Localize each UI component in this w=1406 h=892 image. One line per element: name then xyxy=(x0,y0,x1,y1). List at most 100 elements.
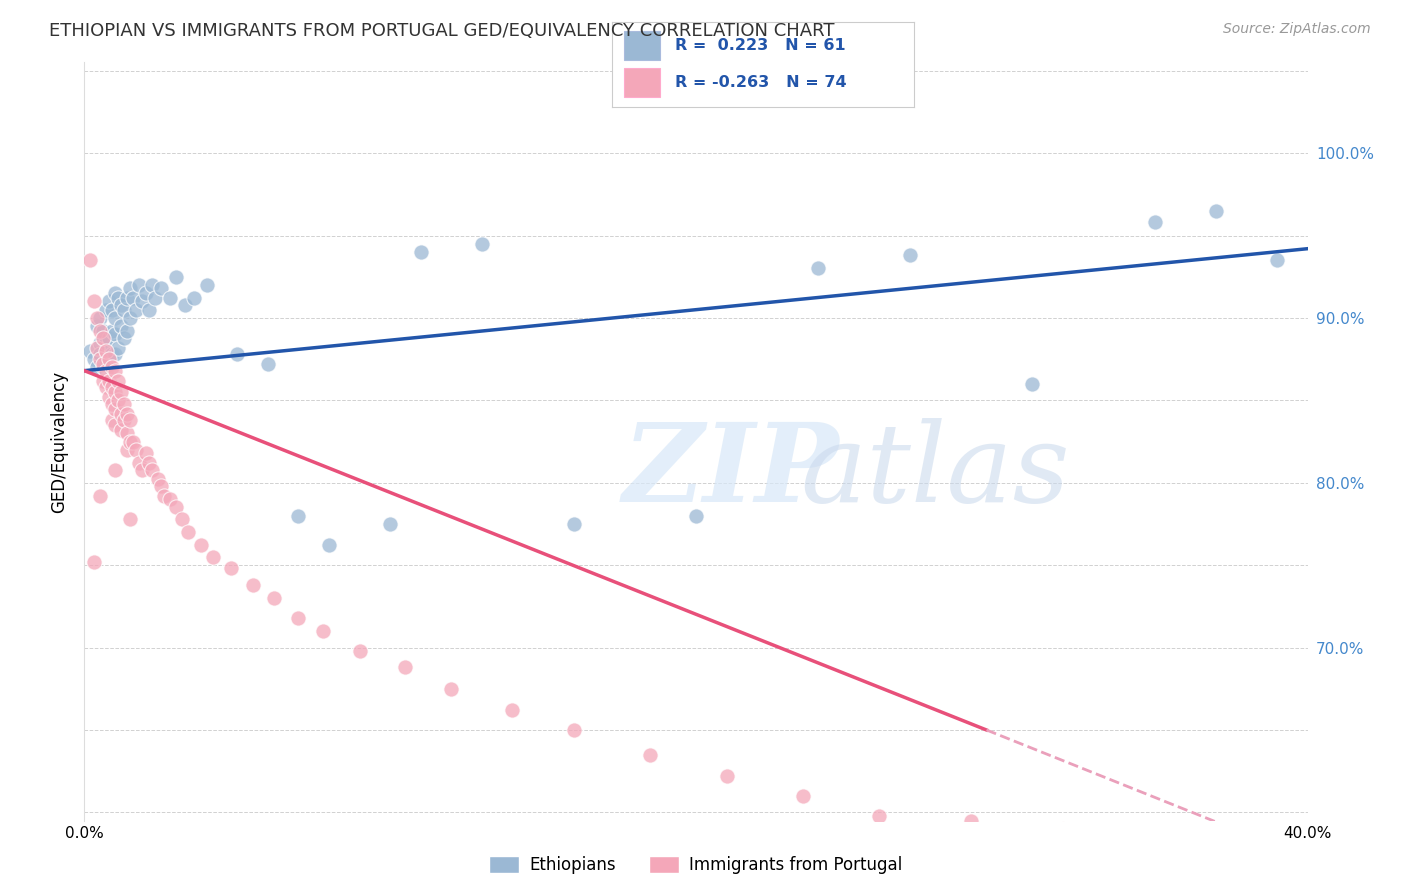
Point xyxy=(97,331,120,345)
Point xyxy=(89,324,111,338)
Point xyxy=(159,291,181,305)
Point xyxy=(165,500,187,515)
Point xyxy=(143,291,166,305)
Point xyxy=(174,298,197,312)
Point xyxy=(287,508,309,523)
Point xyxy=(122,291,145,305)
Point xyxy=(716,769,738,783)
Point xyxy=(112,302,135,317)
Point xyxy=(135,446,157,460)
Point xyxy=(141,462,163,476)
Point xyxy=(79,253,101,268)
Point xyxy=(146,472,169,486)
Point xyxy=(115,324,138,338)
Text: ZIP: ZIP xyxy=(623,418,839,525)
Point xyxy=(120,512,142,526)
Point xyxy=(287,611,309,625)
Point xyxy=(94,352,117,367)
Point xyxy=(138,302,160,317)
Point xyxy=(104,418,127,433)
Point xyxy=(112,396,135,410)
Point xyxy=(101,413,124,427)
FancyBboxPatch shape xyxy=(624,68,659,97)
Point xyxy=(807,261,830,276)
Point xyxy=(125,302,148,317)
Point xyxy=(83,294,105,309)
Point xyxy=(149,479,172,493)
Point xyxy=(120,310,142,325)
Point xyxy=(792,789,814,803)
Point xyxy=(104,286,127,301)
Point xyxy=(128,277,150,292)
Point xyxy=(394,660,416,674)
Point xyxy=(101,360,124,375)
Point xyxy=(502,703,524,717)
Point xyxy=(115,426,138,441)
Point xyxy=(94,364,117,378)
Point xyxy=(159,492,181,507)
Point xyxy=(91,324,114,338)
Point xyxy=(318,538,340,552)
Point xyxy=(94,380,117,394)
Point xyxy=(128,456,150,470)
Point xyxy=(101,347,124,361)
Point xyxy=(97,357,120,371)
Point xyxy=(91,360,114,375)
Point xyxy=(86,319,108,334)
Point xyxy=(104,327,127,342)
Point xyxy=(86,341,108,355)
Point xyxy=(104,347,127,361)
Point xyxy=(120,281,142,295)
Point xyxy=(141,277,163,292)
Point xyxy=(110,319,132,334)
Point xyxy=(1021,376,1043,391)
Point xyxy=(101,302,124,317)
Point xyxy=(89,352,111,367)
Point xyxy=(110,423,132,437)
Point xyxy=(112,331,135,345)
Point xyxy=(190,538,212,552)
Point xyxy=(1143,215,1166,229)
Point xyxy=(149,281,172,295)
Point xyxy=(1205,203,1227,218)
Point xyxy=(110,407,132,421)
Text: R =  0.223   N = 61: R = 0.223 N = 61 xyxy=(675,37,846,53)
Point xyxy=(1052,822,1074,836)
Point xyxy=(104,401,127,416)
Point xyxy=(97,374,120,388)
Point xyxy=(120,434,142,449)
Point xyxy=(1143,835,1166,849)
Point xyxy=(91,331,114,345)
Point xyxy=(226,347,249,361)
Point xyxy=(101,324,124,338)
Point xyxy=(638,747,661,762)
Point xyxy=(101,396,124,410)
Point xyxy=(104,364,127,378)
Point xyxy=(440,681,463,696)
Point xyxy=(86,360,108,375)
Point xyxy=(685,508,707,523)
Point xyxy=(110,298,132,312)
Point xyxy=(562,516,585,531)
Point xyxy=(91,357,114,371)
Point xyxy=(107,374,129,388)
Point xyxy=(131,294,153,309)
Point xyxy=(898,248,921,262)
Point xyxy=(562,723,585,737)
Point xyxy=(138,456,160,470)
FancyBboxPatch shape xyxy=(624,30,659,60)
Text: ETHIOPIAN VS IMMIGRANTS FROM PORTUGAL GED/EQUIVALENCY CORRELATION CHART: ETHIOPIAN VS IMMIGRANTS FROM PORTUGAL GE… xyxy=(49,22,835,40)
Point xyxy=(107,341,129,355)
Point xyxy=(110,385,132,400)
Point xyxy=(94,335,117,350)
Point xyxy=(94,343,117,358)
Point xyxy=(97,352,120,367)
Point xyxy=(97,294,120,309)
Point xyxy=(115,442,138,457)
Point xyxy=(263,591,285,606)
Legend: Ethiopians, Immigrants from Portugal: Ethiopians, Immigrants from Portugal xyxy=(482,849,910,880)
Point xyxy=(869,808,891,822)
Point xyxy=(79,343,101,358)
Point xyxy=(153,489,176,503)
Point xyxy=(94,302,117,317)
